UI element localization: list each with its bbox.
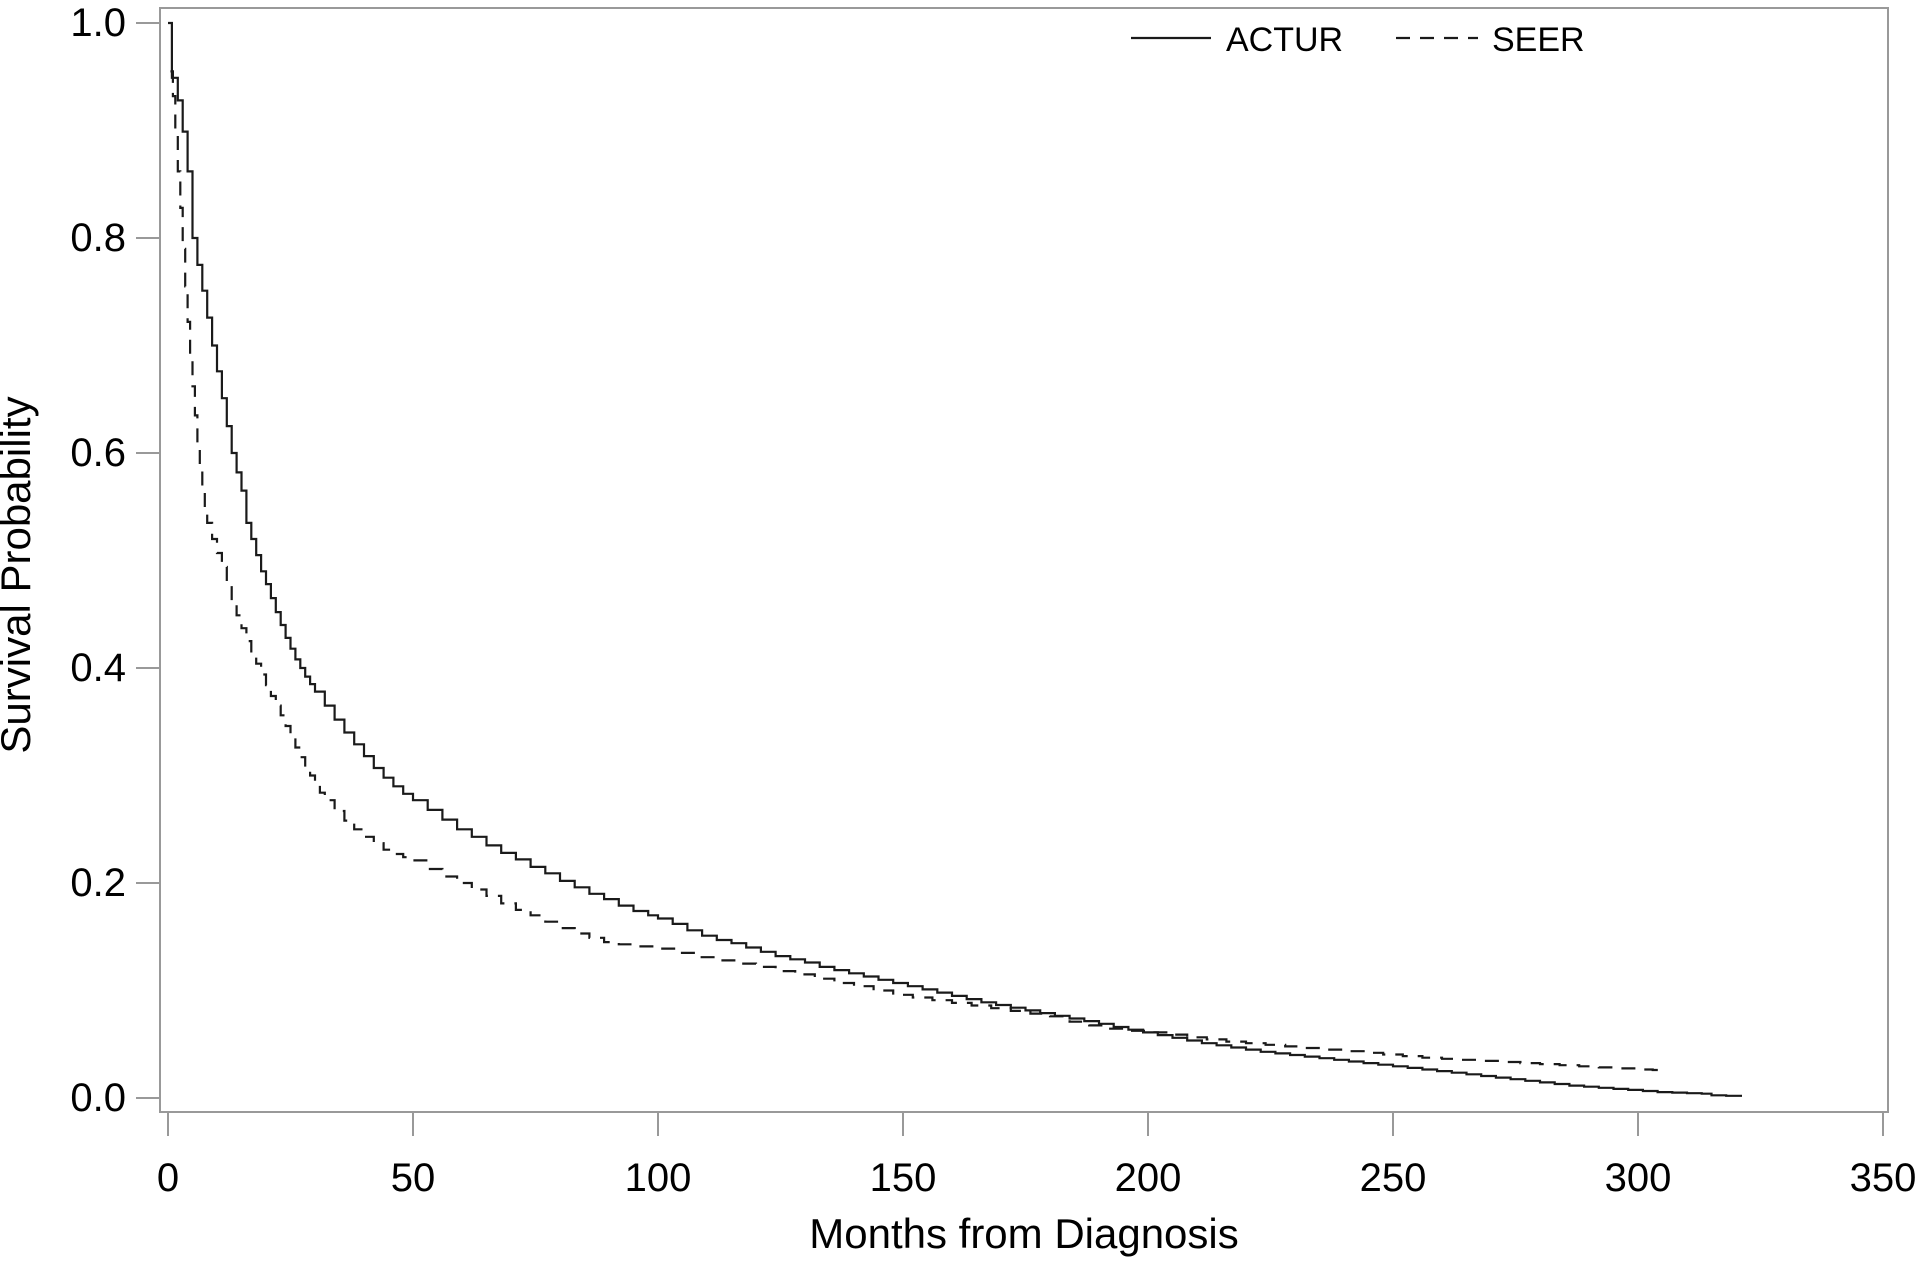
x-tick-label: 200 xyxy=(1115,1156,1182,1200)
x-tick-label: 0 xyxy=(157,1156,179,1200)
y-tick-label: 1.0 xyxy=(70,1,126,45)
x-axis: 0 50 100 150 200 250 300 350 xyxy=(157,1112,1917,1200)
x-tick-label: 150 xyxy=(870,1156,937,1200)
legend-label-actur: ACTUR xyxy=(1226,21,1343,59)
x-tick-label: 250 xyxy=(1360,1156,1427,1200)
x-axis-title: Months from Diagnosis xyxy=(809,1210,1239,1257)
y-tick-label: 0.6 xyxy=(70,431,126,475)
seer-curve xyxy=(170,70,1663,1072)
y-tick-label: 0.2 xyxy=(70,861,126,905)
x-tick-label: 100 xyxy=(625,1156,692,1200)
plot-frame xyxy=(159,7,1889,1113)
legend: ACTUR SEER xyxy=(1131,21,1585,59)
x-tick-label: 300 xyxy=(1605,1156,1672,1200)
y-tick-label: 0.4 xyxy=(70,646,126,690)
x-tick-label: 350 xyxy=(1850,1156,1917,1200)
actur-curve xyxy=(168,21,1742,1097)
y-axis: 0.0 0.2 0.4 0.6 0.8 1.0 xyxy=(70,1,160,1120)
x-tick-label: 50 xyxy=(391,1156,436,1200)
y-axis-title: Survival Probability xyxy=(0,396,39,753)
y-tick-label: 0.8 xyxy=(70,216,126,260)
legend-label-seer: SEER xyxy=(1492,21,1585,59)
y-tick-label: 0.0 xyxy=(70,1076,126,1120)
